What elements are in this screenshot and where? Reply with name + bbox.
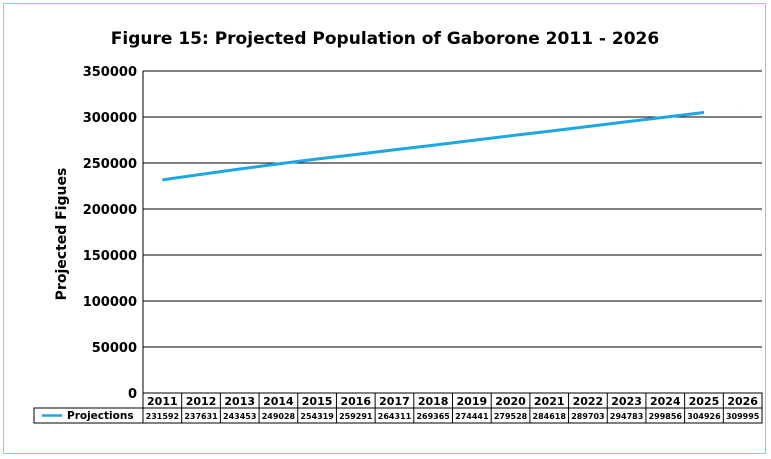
x-category-label: 2025: [689, 395, 720, 408]
y-tick-label: 200000: [83, 203, 137, 218]
data-value-label: 274441: [455, 412, 489, 421]
data-value-label: 264311: [378, 412, 412, 421]
x-category-label: 2022: [573, 395, 604, 408]
data-value-label: 289703: [571, 412, 604, 421]
data-value-label: 243453: [223, 412, 256, 421]
x-category-label: 2011: [147, 395, 178, 408]
line-chart: Figure 15: Projected Population of Gabor…: [33, 29, 763, 424]
data-value-label: 299856: [649, 412, 683, 421]
data-value-label: 304926: [687, 412, 721, 421]
y-tick-label: 50000: [92, 341, 137, 356]
data-value-label: 309995: [726, 412, 760, 421]
x-category-label: 2014: [263, 395, 294, 408]
x-category-label: 2018: [418, 395, 449, 408]
y-tick-label: 300000: [83, 111, 137, 126]
chart-frame: Figure 15: Projected Population of Gabor…: [3, 3, 766, 454]
x-category-label: 2023: [611, 395, 642, 408]
y-tick-label: 100000: [83, 295, 137, 310]
x-category-label: 2013: [224, 395, 255, 408]
data-table: 2011 2012 2013 2014 2015 2016 2017 2018 2019 2020…: [33, 392, 763, 424]
y-tick-label: 350000: [83, 65, 137, 80]
x-category-label: 2015: [302, 395, 333, 408]
data-value-label: 279528: [494, 412, 528, 421]
data-value-label: 284618: [533, 412, 567, 421]
data-value-label: 249028: [262, 412, 296, 421]
data-value-label: 259291: [339, 412, 373, 421]
series-line-0: [162, 111, 705, 182]
x-category-label: 2019: [457, 395, 488, 408]
series-lines: [162, 107, 743, 182]
x-category-label: 2012: [186, 395, 217, 408]
chart-title: Figure 15: Projected Population of Gabor…: [111, 29, 659, 49]
x-category-label: 2016: [340, 395, 371, 408]
data-value-label: 269365: [416, 412, 450, 421]
data-value-label: 294783: [610, 412, 643, 421]
legend-label: Projections: [67, 410, 134, 422]
x-category-label: 2026: [727, 395, 758, 408]
data-value-label: 231592: [146, 412, 179, 421]
y-axis-ticks: 0 50000 100000 150000 200000 250000 300000 3500…: [83, 65, 137, 402]
data-value-label: 237631: [184, 412, 218, 421]
x-category-label: 2020: [495, 395, 526, 408]
x-category-label: 2024: [650, 395, 681, 408]
y-tick-label: 150000: [83, 249, 137, 264]
y-tick-label: 250000: [83, 157, 137, 172]
values-row: [33, 407, 763, 424]
y-axis-label: Projected Figues: [54, 168, 70, 301]
y-tick-label: 0: [128, 387, 137, 402]
x-category-label: 2017: [379, 395, 410, 408]
x-category-label: 2021: [534, 395, 565, 408]
data-value-label: 254319: [300, 412, 334, 421]
gridlines: [142, 70, 762, 394]
